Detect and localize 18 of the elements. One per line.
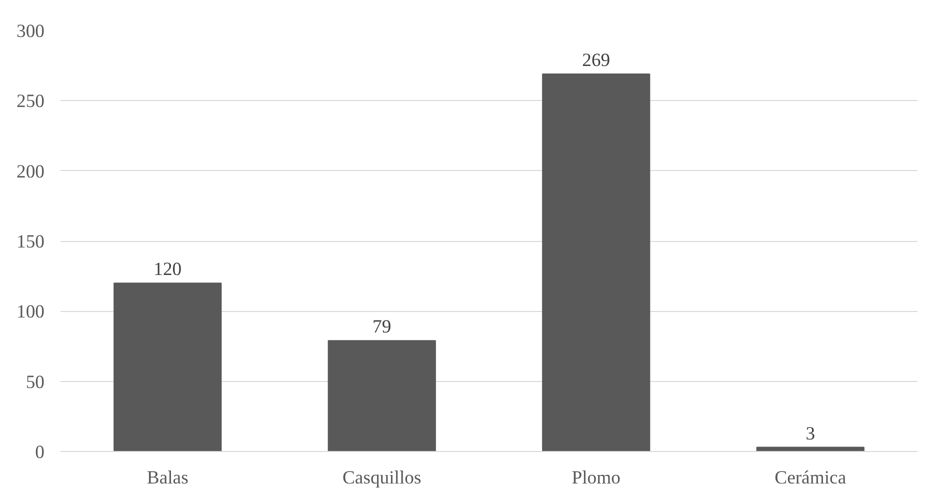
x-tick-label: Cerámica [774,468,847,488]
bar [542,74,650,452]
data-label: 79 [372,316,392,338]
y-tick-label: 50 [26,372,44,393]
bar [328,340,436,452]
data-label: 269 [582,50,610,72]
data-label: 3 [806,423,816,444]
y-tick-label: 250 [16,91,44,112]
x-tick-label: Plomo [572,468,620,488]
y-tick-label: 150 [16,232,44,252]
x-tick-label: Casquillos [342,468,422,488]
data-label: 120 [154,259,182,280]
y-tick-label: 0 [35,442,44,463]
x-tick-label: Balas [146,468,188,488]
y-tick-label: 300 [16,21,44,42]
y-tick-label: 200 [16,161,44,182]
bar [114,282,222,452]
y-tick-label: 100 [16,302,44,323]
